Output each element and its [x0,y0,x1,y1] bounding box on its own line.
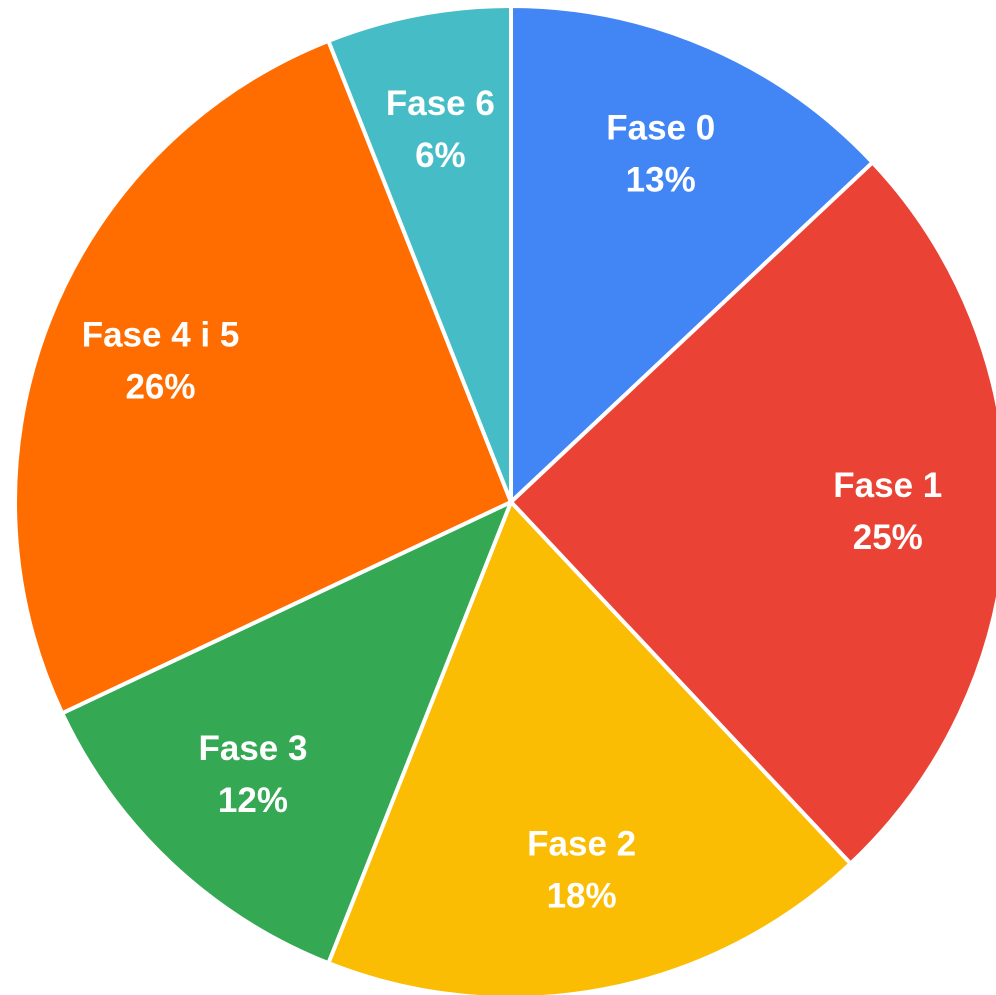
pie-slice [508,159,996,867]
slice-label: Fase 2 [527,825,636,864]
slice-value-label: 25% [853,518,923,557]
slice-label: Fase 1 [833,466,942,505]
slice-value-label: 6% [415,136,466,175]
pie-slice [59,498,515,966]
slice-value-label: 12% [218,781,288,820]
pie-slice [325,3,513,503]
slice-value-label: 13% [626,160,696,199]
pie-slice [325,498,854,995]
pie-slice [509,3,876,507]
slice-value-label: 18% [547,877,617,916]
pie-slice [13,38,514,716]
slice-label: Fase 0 [606,108,715,147]
slice-value-label: 26% [125,367,195,406]
slice-label: Fase 6 [386,84,495,123]
slice-label: Fase 3 [198,729,307,768]
slice-label: Fase 4 i 5 [82,315,240,354]
